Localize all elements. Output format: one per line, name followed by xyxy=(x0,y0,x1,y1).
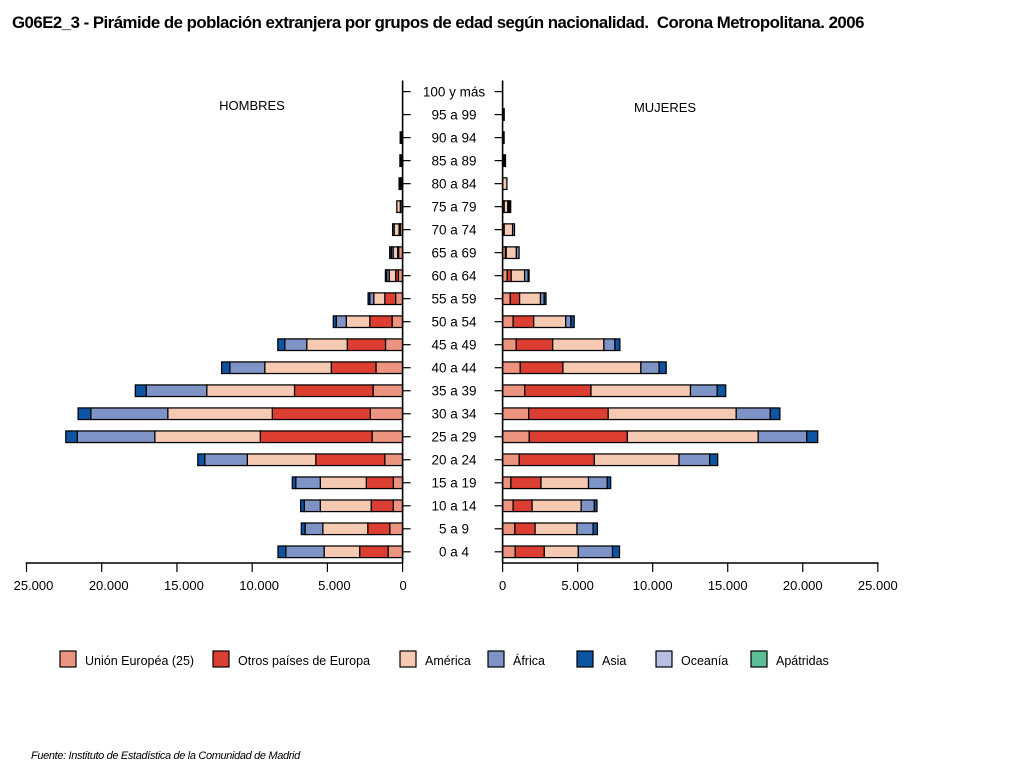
svg-text:45 a 49: 45 a 49 xyxy=(431,338,476,353)
svg-text:40 a 44: 40 a 44 xyxy=(431,361,477,376)
svg-text:100 y más: 100 y más xyxy=(423,84,486,99)
svg-text:15.000: 15.000 xyxy=(164,578,204,593)
svg-text:70 a 74: 70 a 74 xyxy=(431,222,477,237)
svg-text:50 a 54: 50 a 54 xyxy=(431,315,477,330)
svg-text:95 a 99: 95 a 99 xyxy=(431,107,476,122)
svg-text:15.000: 15.000 xyxy=(708,578,748,593)
svg-text:30 a 34: 30 a 34 xyxy=(431,407,477,422)
svg-text:América: América xyxy=(425,654,471,668)
svg-text:Fuente: Instituto de Estadísti: Fuente: Instituto de Estadística de la C… xyxy=(31,750,301,762)
svg-text:65 a 69: 65 a 69 xyxy=(431,245,476,260)
svg-text:MUJERES: MUJERES xyxy=(634,100,696,115)
svg-text:5.000: 5.000 xyxy=(318,578,351,593)
svg-text:60 a 64: 60 a 64 xyxy=(431,268,477,283)
svg-text:Apátridas: Apátridas xyxy=(776,654,829,668)
svg-text:0: 0 xyxy=(499,578,506,593)
svg-text:25.000: 25.000 xyxy=(858,578,898,593)
svg-text:5 a 9: 5 a 9 xyxy=(439,522,469,537)
svg-text:10.000: 10.000 xyxy=(239,578,279,593)
svg-text:20.000: 20.000 xyxy=(89,578,129,593)
svg-text:5.000: 5.000 xyxy=(561,578,594,593)
svg-text:Unión Européa (25): Unión Européa (25) xyxy=(85,654,194,668)
svg-text:35 a 39: 35 a 39 xyxy=(431,384,476,399)
svg-text:Asia: Asia xyxy=(602,654,626,668)
svg-text:10 a 14: 10 a 14 xyxy=(431,499,477,514)
svg-text:10.000: 10.000 xyxy=(633,578,673,593)
svg-text:80 a 84: 80 a 84 xyxy=(431,176,477,191)
svg-text:20.000: 20.000 xyxy=(783,578,823,593)
svg-text:G06E2_3 - Pirámide de població: G06E2_3 - Pirámide de población extranje… xyxy=(12,13,864,32)
svg-text:85 a 89: 85 a 89 xyxy=(431,153,476,168)
svg-text:55 a 59: 55 a 59 xyxy=(431,291,476,306)
svg-text:Oceanía: Oceanía xyxy=(681,654,728,668)
svg-text:25.000: 25.000 xyxy=(14,578,54,593)
svg-text:15 a 19: 15 a 19 xyxy=(431,476,476,491)
svg-text:75 a 79: 75 a 79 xyxy=(431,199,476,214)
svg-text:0: 0 xyxy=(399,578,406,593)
svg-text:África: África xyxy=(513,653,545,668)
svg-text:0 a 4: 0 a 4 xyxy=(439,545,470,560)
svg-text:25 a 29: 25 a 29 xyxy=(431,430,476,445)
svg-text:Otros países de Europa: Otros países de Europa xyxy=(238,654,370,668)
svg-text:20 a 24: 20 a 24 xyxy=(431,453,477,468)
svg-text:HOMBRES: HOMBRES xyxy=(219,98,285,113)
svg-text:90 a 94: 90 a 94 xyxy=(431,130,477,145)
